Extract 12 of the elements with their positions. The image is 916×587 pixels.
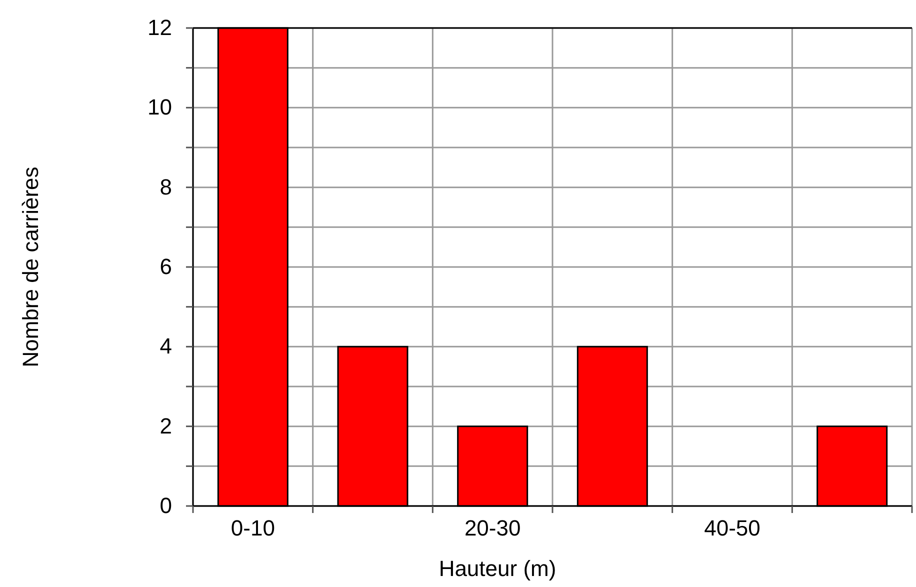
y-tick-label: 2: [160, 413, 172, 438]
y-tick-label: 10: [148, 94, 172, 120]
x-tick-label: 20-30: [464, 516, 521, 541]
x-tick-label: 40-50: [704, 516, 760, 541]
y-tick-label: 4: [160, 334, 172, 359]
y-tick-label: 8: [160, 174, 172, 200]
x-axis-title: Hauteur (m): [438, 556, 556, 581]
y-axis-title: Nombre de carrières: [18, 166, 43, 368]
y-tick-label: 0: [160, 493, 172, 518]
y-tick-label: 6: [160, 254, 172, 280]
y-tick-label: 12: [148, 15, 172, 40]
x-tick-label: 0-10: [230, 516, 275, 541]
